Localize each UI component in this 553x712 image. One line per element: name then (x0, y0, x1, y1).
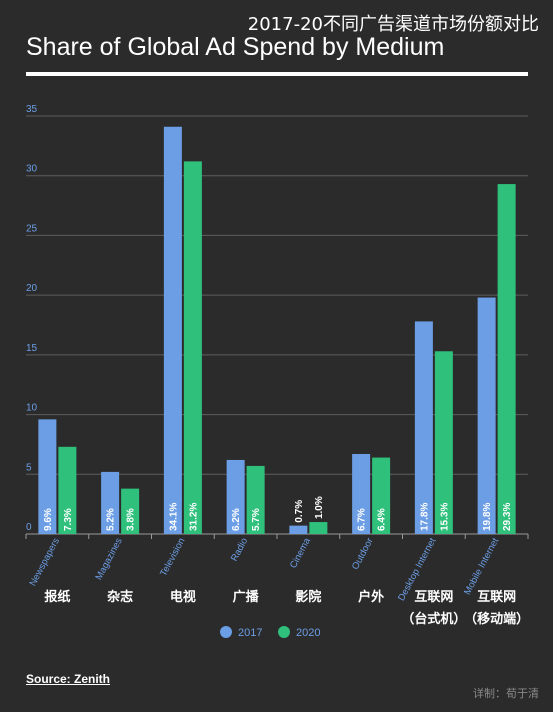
y-tick-label-30: 30 (26, 164, 38, 175)
y-tick-label-10: 10 (26, 403, 38, 414)
bar-2017-5 (352, 453, 371, 534)
x-label-cn-6-line1: （台式机） (401, 611, 466, 627)
x-tick-label-3: Radio (229, 536, 250, 563)
legend-label-2017: 2017 (238, 627, 262, 639)
data-label-2017-6: 17.8% (419, 503, 430, 531)
x-label-cn-2: 电视 (170, 589, 196, 605)
y-tick-label-15: 15 (26, 343, 38, 354)
x-tick-label-4: Cinema (288, 536, 313, 571)
bar-2020-2 (183, 161, 202, 534)
data-label-2020-7: 29.3% (502, 503, 513, 531)
data-label-2017-0: 9.6% (43, 508, 54, 531)
bar-2020-5 (372, 457, 391, 534)
data-label-2017-5: 6.7% (357, 508, 368, 531)
y-tick-label-20: 20 (26, 283, 38, 294)
data-label-2020-3: 5.7% (251, 508, 262, 531)
credit-note: 详制：荀于清 (473, 687, 539, 700)
bar-2020-6 (434, 351, 453, 534)
x-tick-label-1: Magazines (93, 536, 124, 582)
x-label-cn-5: 户外 (358, 589, 384, 605)
data-label-2020-5: 6.4% (377, 508, 388, 531)
bar-2017-0 (38, 419, 57, 534)
data-label-2020-6: 15.3% (439, 503, 450, 531)
bar-2017-3 (226, 459, 245, 534)
x-label-cn-3: 广播 (233, 589, 260, 605)
x-label-cn-0: 报纸 (44, 589, 70, 605)
data-label-2017-3: 6.2% (231, 508, 242, 531)
chinese-title: 2017-20不同广告渠道市场份额对比 (247, 14, 539, 35)
y-tick-label-0: 0 (26, 522, 32, 533)
bar-2017-4 (289, 525, 308, 534)
x-tick-label-7: Mobile Internet (462, 536, 501, 597)
x-label-cn-7-line1: （移动端） (464, 611, 529, 627)
bar-2020-1 (121, 488, 140, 534)
bar-2020-4 (309, 522, 328, 534)
y-tick-label-25: 25 (26, 223, 38, 234)
x-tick-label-0: Newspapers (28, 536, 63, 588)
bar-2017-7 (477, 297, 496, 534)
y-tick-label-5: 5 (26, 462, 32, 473)
bar-2017-1 (101, 471, 120, 534)
data-label-2017-4: 0.7% (294, 500, 305, 523)
legend-marker-2017 (220, 626, 232, 638)
data-label-2017-2: 34.1% (168, 503, 179, 531)
data-label-2017-7: 19.8% (482, 503, 493, 531)
data-label-2020-0: 7.3% (63, 508, 74, 531)
bar-2017-6 (414, 321, 433, 534)
data-label-2020-1: 3.8% (126, 508, 137, 531)
x-label-cn-6-line0: 互联网 (414, 590, 453, 605)
data-label-2020-2: 31.2% (188, 503, 199, 531)
title-underline (26, 72, 528, 76)
legend-marker-2020 (278, 626, 290, 638)
chart-title: Share of Global Ad Spend by Medium (26, 33, 445, 61)
bar-2020-0 (58, 446, 77, 534)
bar-2020-3 (246, 465, 265, 534)
data-label-2017-1: 5.2% (106, 508, 117, 531)
bar-2017-2 (163, 126, 182, 535)
x-tick-label-5: Outdoor (350, 536, 376, 571)
legend-label-2020: 2020 (296, 627, 320, 639)
bar-2020-7 (497, 184, 516, 534)
source-note: Source: Zenith (26, 672, 111, 686)
x-label-cn-1: 杂志 (107, 589, 133, 605)
data-label-2020-4: 1.0% (314, 496, 325, 519)
x-label-cn-7-line0: 互联网 (477, 590, 516, 605)
x-tick-label-2: Television (158, 536, 187, 578)
x-label-cn-4: 影院 (295, 589, 321, 605)
y-tick-label-35: 35 (26, 104, 38, 115)
